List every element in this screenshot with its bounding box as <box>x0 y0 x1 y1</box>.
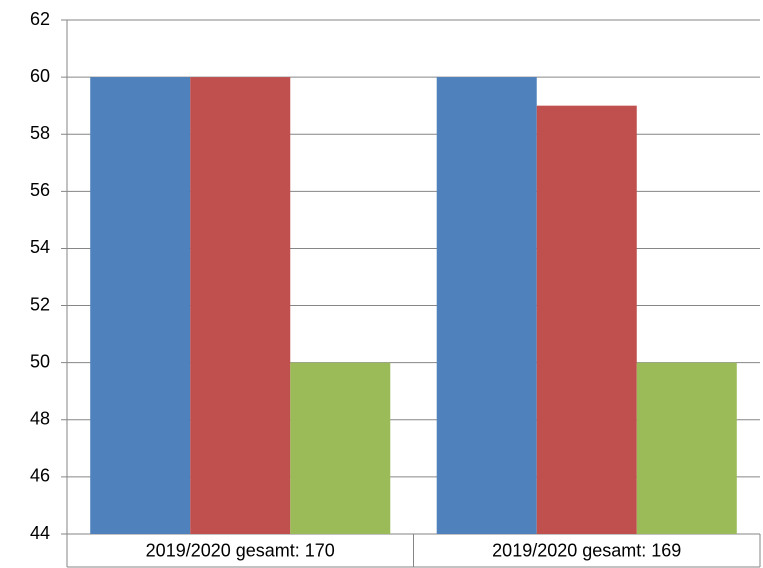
y-tick-label: 62 <box>30 9 50 29</box>
y-tick-label: 54 <box>30 237 50 257</box>
bar <box>190 77 291 534</box>
x-tick-label: 2019/2020 gesamt: 169 <box>492 540 681 560</box>
bar <box>436 77 537 534</box>
y-tick-label: 60 <box>30 66 50 86</box>
y-tick-label: 48 <box>30 409 50 429</box>
y-tick-label: 46 <box>30 466 50 486</box>
y-tick-label: 52 <box>30 294 50 314</box>
bar <box>90 77 191 534</box>
y-tick-label: 50 <box>30 351 50 371</box>
x-tick-label: 2019/2020 gesamt: 170 <box>146 540 335 560</box>
y-tick-label: 58 <box>30 123 50 143</box>
y-tick-label: 44 <box>30 523 50 543</box>
bar <box>636 362 737 534</box>
bar <box>290 362 391 534</box>
bar <box>536 105 637 535</box>
y-tick-label: 56 <box>30 180 50 200</box>
